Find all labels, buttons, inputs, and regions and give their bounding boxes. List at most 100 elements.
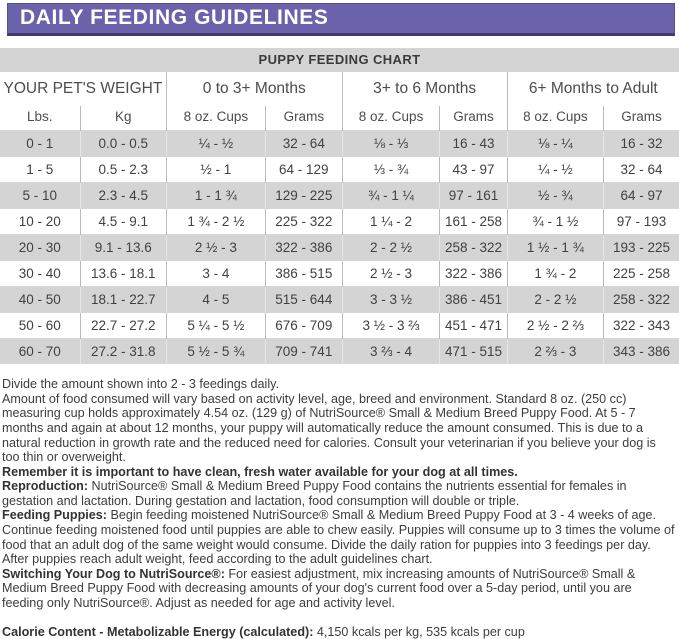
table-cell: ½ - 1	[165, 156, 266, 183]
table-cell: 322 - 386	[264, 234, 343, 261]
table-cell: 193 - 225	[603, 234, 679, 261]
table-row: 5 - 10 2.3 - 4.5 1 - 1 ¾ 129 - 225 ¾ - 1 ¼ 97…	[0, 182, 679, 209]
column-header-grams-1: Grams	[264, 106, 343, 131]
table-cell: 2 ⅔ - 3	[506, 338, 604, 365]
note-text: Amount of food consumed will vary based …	[2, 391, 656, 465]
table-cell: 0 - 1	[0, 130, 81, 157]
table-cell: ⅛ - ¼	[506, 130, 604, 157]
column-header-cups-3: 8 oz. Cups	[506, 106, 604, 131]
table-row: 60 - 70 27.2 - 31.8 5 ½ - 5 ¾ 709 - 741 3 ⅔ …	[0, 338, 679, 365]
table-cell: 322 - 343	[603, 312, 679, 339]
table-cell: 129 - 225	[264, 182, 343, 209]
table-cell: ¼ - ½	[165, 130, 266, 157]
calorie-content-line: Calorie Content - Metabolizable Energy (…	[2, 625, 676, 639]
table-cell: 3 ⅔ - 4	[341, 338, 440, 365]
table-cell: ¾ - 1 ½	[506, 208, 604, 235]
table-cell: 32 - 64	[264, 130, 343, 157]
table-cell: 64 - 129	[264, 156, 343, 183]
table-cell: 1 ¾ - 2	[506, 260, 604, 287]
table-cell: 0.0 - 0.5	[79, 130, 167, 157]
table-cell: 1 - 5	[0, 156, 81, 183]
note-label: Reproduction:	[2, 479, 89, 494]
note-text: NutriSource® Small & Medium Breed Puppy …	[2, 479, 627, 508]
note-text: Divide the amount shown into 2 - 3 feedi…	[2, 377, 279, 392]
note-text: For easiest adjustment, mix increasing a…	[2, 566, 636, 611]
table-cell: 16 - 32	[603, 130, 679, 157]
table-cell: 3 - 4	[165, 260, 266, 287]
table-cell: ⅓ - ¾	[341, 156, 440, 183]
table-cell: 322 - 386	[439, 260, 508, 287]
table-cell: 5 ¼ - 5 ½	[165, 312, 266, 339]
table-cell: 1 - 1 ¾	[165, 182, 266, 209]
table-row: 0 - 1 0.0 - 0.5 ¼ - ½ 32 - 64 ⅛ - ⅓ 16 - 43 ⅛ …	[0, 130, 679, 157]
table-cell: 3 - 3 ½	[341, 286, 440, 313]
puppy-feeding-table: PUPPY FEEDING CHART YOUR PET'S WEIGHT 0 …	[0, 48, 679, 365]
note-paragraph: Divide the amount shown into 2 - 3 feedi…	[2, 377, 676, 392]
table-cell: 1 ¼ - 2	[341, 208, 440, 235]
table-cell: 258 - 322	[603, 286, 679, 313]
table-cell: 27.2 - 31.8	[79, 338, 167, 365]
note-text: 4,150 kcals per kg, 535 kcals per cup	[313, 624, 525, 639]
table-cell: 471 - 515	[439, 338, 508, 365]
table-cell: 97 - 193	[603, 208, 679, 235]
table-cell: 225 - 322	[264, 208, 343, 235]
note-paragraph: Switching Your Dog to NutriSource®: For …	[2, 567, 676, 611]
table-row: 10 - 20 4.5 - 9.1 1 ¾ - 2 ½ 225 - 322 1 ¼ - …	[0, 208, 679, 235]
note-label: Calorie Content - Metabolizable Energy (…	[2, 624, 314, 639]
table-cell: 2 ½ - 3	[165, 234, 266, 261]
table-cell: 22.7 - 27.2	[79, 312, 167, 339]
table-cell: 13.6 - 18.1	[79, 260, 167, 287]
table-cell: 1 ¾ - 2 ½	[165, 208, 266, 235]
table-cell: 386 - 451	[439, 286, 508, 313]
group-header-3-6-months: 3+ to 6 Months	[341, 72, 508, 107]
table-cell: 10 - 20	[0, 208, 81, 235]
page-title: DAILY FEEDING GUIDELINES	[20, 6, 329, 29]
note-paragraph: Remember it is important to have clean, …	[2, 465, 676, 480]
table-cell: 2 - 2 ½	[341, 234, 440, 261]
group-header-0-3-months: 0 to 3+ Months	[165, 72, 343, 107]
column-header-kg: Kg	[79, 106, 167, 131]
page-title-banner: DAILY FEEDING GUIDELINES	[7, 3, 675, 37]
table-row: 20 - 30 9.1 - 13.6 2 ½ - 3 322 - 386 2 - 2 ½…	[0, 234, 679, 261]
note-paragraph: Amount of food consumed will vary based …	[2, 392, 676, 465]
table-cell: 5 - 10	[0, 182, 81, 209]
table-cell: 2 ½ - 3	[341, 260, 440, 287]
note-label: Remember it is important to have clean, …	[2, 464, 518, 479]
table-cell: ½ - ¾	[506, 182, 604, 209]
table-cell: 225 - 258	[603, 260, 679, 287]
table-cell: 343 - 386	[603, 338, 679, 365]
note-label: Feeding Puppies:	[2, 508, 107, 523]
table-cell: 2 ½ - 2 ⅔	[506, 312, 604, 339]
table-cell: 97 - 161	[439, 182, 508, 209]
table-title: PUPPY FEEDING CHART	[0, 48, 679, 73]
note-paragraph: Feeding Puppies: Begin feeding moistened…	[2, 508, 676, 566]
note-paragraph: Reproduction: NutriSource® Small & Mediu…	[2, 479, 676, 508]
table-cell: 4 - 5	[165, 286, 266, 313]
note-text: Begin feeding moistened NutriSource® Sma…	[2, 508, 675, 567]
table-cell: 515 - 644	[264, 286, 343, 313]
table-cell: 161 - 258	[439, 208, 508, 235]
column-header-cups-2: 8 oz. Cups	[341, 106, 440, 131]
table-cell: 9.1 - 13.6	[79, 234, 167, 261]
table-row: 1 - 5 0.5 - 2.3 ½ - 1 64 - 129 ⅓ - ¾ 43 - 97 ¼…	[0, 156, 679, 183]
table-cell: 20 - 30	[0, 234, 81, 261]
table-cell: 16 - 43	[439, 130, 508, 157]
table-row: 50 - 60 22.7 - 27.2 5 ¼ - 5 ½ 676 - 709 3 ½ …	[0, 312, 679, 339]
group-header-pet-weight: YOUR PET'S WEIGHT	[0, 72, 167, 107]
table-cell: 2 - 2 ½	[506, 286, 604, 313]
table-cell: ¾ - 1 ¼	[341, 182, 440, 209]
table-cell: 1 ½ - 1 ¾	[506, 234, 604, 261]
column-header-lbs: Lbs.	[0, 106, 81, 131]
table-cell: 676 - 709	[264, 312, 343, 339]
table-cell: 258 - 322	[439, 234, 508, 261]
table-cell: ¼ - ½	[506, 156, 604, 183]
column-header-cups-1: 8 oz. Cups	[165, 106, 266, 131]
note-label: Switching Your Dog to NutriSource®:	[2, 566, 225, 581]
table-cell: 3 ½ - 3 ⅔	[341, 312, 440, 339]
group-header-6-adult: 6+ Months to Adult	[506, 72, 679, 107]
table-cell: 64 - 97	[603, 182, 679, 209]
column-header-grams-3: Grams	[603, 106, 679, 131]
column-header-grams-2: Grams	[439, 106, 508, 131]
table-cell: 40 - 50	[0, 286, 81, 313]
